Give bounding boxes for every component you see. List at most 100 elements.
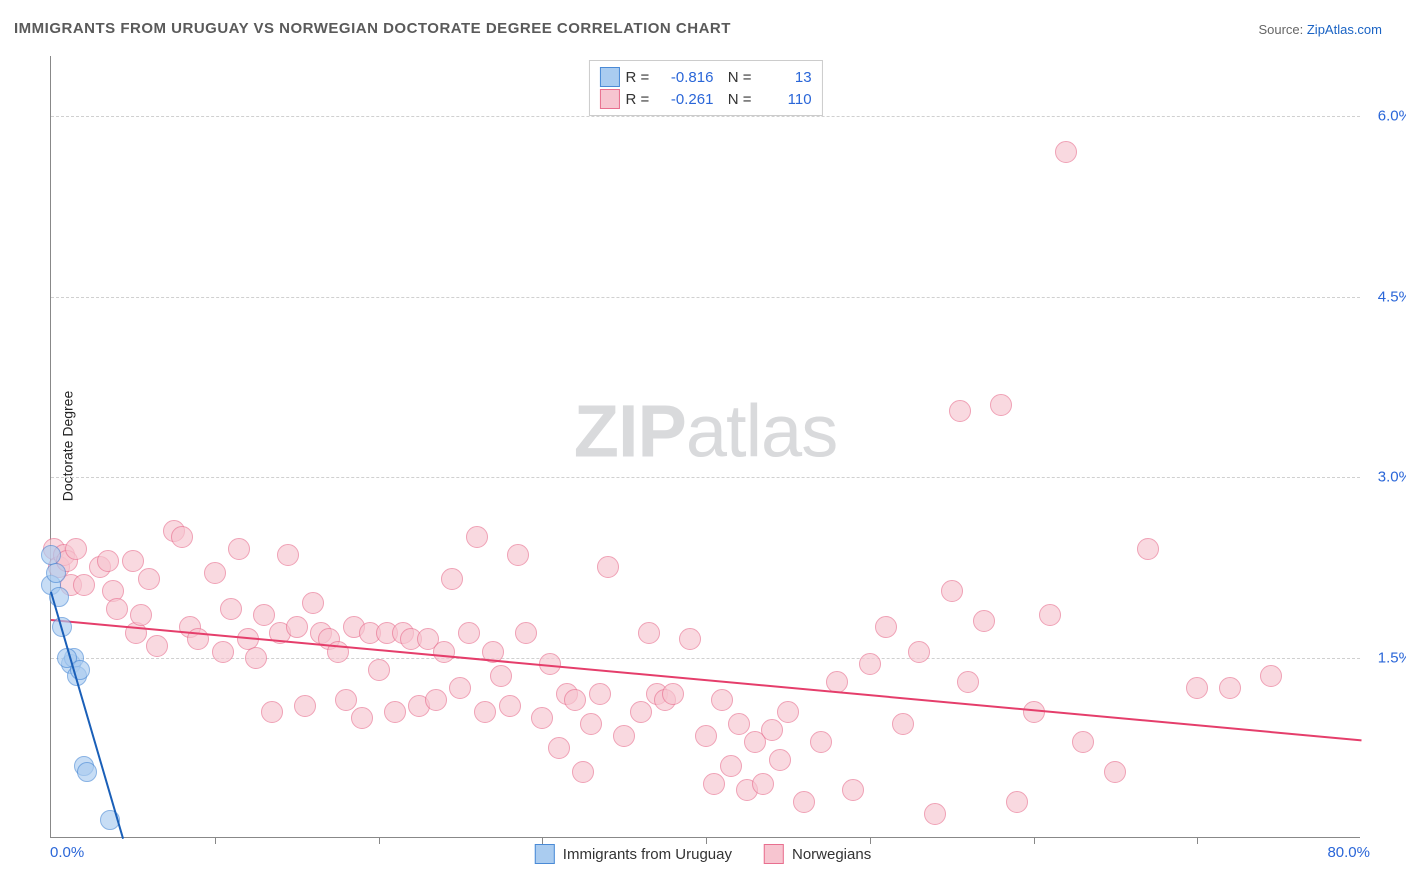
scatter-point-norwegians bbox=[441, 568, 463, 590]
source-prefix: Source: bbox=[1258, 22, 1306, 37]
scatter-point-norwegians bbox=[253, 604, 275, 626]
scatter-point-norwegians bbox=[368, 659, 390, 681]
scatter-point-norwegians bbox=[793, 791, 815, 813]
regression-line-norwegians bbox=[51, 619, 1361, 741]
y-tick-label: 6.0% bbox=[1366, 108, 1406, 125]
scatter-point-norwegians bbox=[1260, 665, 1282, 687]
scatter-point-norwegians bbox=[449, 677, 471, 699]
scatter-point-norwegians bbox=[769, 749, 791, 771]
stat-label: R = bbox=[625, 69, 653, 86]
legend-item-uruguay: Immigrants from Uruguay bbox=[535, 844, 732, 864]
x-tick bbox=[542, 837, 543, 844]
scatter-point-norwegians bbox=[720, 755, 742, 777]
x-tick bbox=[706, 837, 707, 844]
scatter-point-norwegians bbox=[826, 671, 848, 693]
scatter-point-norwegians bbox=[728, 713, 750, 735]
scatter-point-norwegians bbox=[490, 665, 512, 687]
scatter-point-norwegians bbox=[351, 707, 373, 729]
gridline-h bbox=[51, 116, 1360, 117]
watermark: ZIPatlas bbox=[574, 388, 837, 473]
scatter-point-norwegians bbox=[515, 622, 537, 644]
scatter-point-norwegians bbox=[589, 683, 611, 705]
scatter-point-norwegians bbox=[507, 544, 529, 566]
r-value-uruguay: -0.816 bbox=[659, 69, 713, 86]
scatter-point-norwegians bbox=[245, 647, 267, 669]
gridline-h bbox=[51, 297, 1360, 298]
scatter-point-norwegians bbox=[1039, 604, 1061, 626]
scatter-point-norwegians bbox=[695, 725, 717, 747]
r-value-norwegians: -0.261 bbox=[659, 91, 713, 108]
scatter-plot-area: ZIPatlas R = -0.816 N = 13 R = -0.261 N … bbox=[50, 56, 1360, 838]
scatter-point-norwegians bbox=[638, 622, 660, 644]
scatter-point-norwegians bbox=[752, 773, 774, 795]
scatter-point-norwegians bbox=[97, 550, 119, 572]
scatter-point-norwegians bbox=[130, 604, 152, 626]
legend-item-norwegians: Norwegians bbox=[764, 844, 871, 864]
stat-label: R = bbox=[625, 91, 653, 108]
n-value-uruguay: 13 bbox=[758, 69, 812, 86]
scatter-point-norwegians bbox=[679, 628, 701, 650]
scatter-point-norwegians bbox=[908, 641, 930, 663]
scatter-point-norwegians bbox=[711, 689, 733, 711]
scatter-point-norwegians bbox=[220, 598, 242, 620]
scatter-point-norwegians bbox=[499, 695, 521, 717]
scatter-point-norwegians bbox=[1006, 791, 1028, 813]
scatter-point-norwegians bbox=[859, 653, 881, 675]
y-tick-label: 4.5% bbox=[1366, 288, 1406, 305]
regression-line-uruguay bbox=[50, 592, 124, 839]
scatter-point-uruguay bbox=[46, 563, 66, 583]
scatter-point-uruguay bbox=[41, 545, 61, 565]
scatter-point-norwegians bbox=[761, 719, 783, 741]
scatter-point-norwegians bbox=[630, 701, 652, 723]
scatter-point-norwegians bbox=[613, 725, 635, 747]
scatter-point-norwegians bbox=[228, 538, 250, 560]
x-tick bbox=[215, 837, 216, 844]
scatter-point-norwegians bbox=[1104, 761, 1126, 783]
scatter-point-norwegians bbox=[1055, 141, 1077, 163]
correlation-stats-box: R = -0.816 N = 13 R = -0.261 N = 110 bbox=[588, 60, 822, 116]
scatter-point-norwegians bbox=[302, 592, 324, 614]
x-tick bbox=[870, 837, 871, 844]
x-tick bbox=[1034, 837, 1035, 844]
stat-label: N = bbox=[719, 69, 751, 86]
swatch-norwegians bbox=[599, 89, 619, 109]
x-tick bbox=[379, 837, 380, 844]
watermark-rest: atlas bbox=[686, 389, 837, 472]
chart-title: IMMIGRANTS FROM URUGUAY VS NORWEGIAN DOC… bbox=[14, 20, 731, 37]
scatter-point-norwegians bbox=[703, 773, 725, 795]
scatter-point-norwegians bbox=[65, 538, 87, 560]
y-tick-label: 1.5% bbox=[1366, 649, 1406, 666]
scatter-point-norwegians bbox=[286, 616, 308, 638]
swatch-uruguay bbox=[599, 67, 619, 87]
scatter-point-norwegians bbox=[1219, 677, 1241, 699]
scatter-point-norwegians bbox=[941, 580, 963, 602]
scatter-point-norwegians bbox=[842, 779, 864, 801]
scatter-point-norwegians bbox=[466, 526, 488, 548]
scatter-point-norwegians bbox=[294, 695, 316, 717]
scatter-point-norwegians bbox=[106, 598, 128, 620]
source-attribution: Source: ZipAtlas.com bbox=[1258, 22, 1382, 37]
scatter-point-norwegians bbox=[973, 610, 995, 632]
n-value-norwegians: 110 bbox=[758, 91, 812, 108]
scatter-point-norwegians bbox=[548, 737, 570, 759]
stats-row-uruguay: R = -0.816 N = 13 bbox=[599, 67, 811, 87]
scatter-point-norwegians bbox=[572, 761, 594, 783]
scatter-point-norwegians bbox=[892, 713, 914, 735]
x-axis-min-label: 0.0% bbox=[50, 844, 84, 861]
scatter-point-norwegians bbox=[425, 689, 447, 711]
x-axis-max-label: 80.0% bbox=[1327, 844, 1370, 861]
gridline-h bbox=[51, 477, 1360, 478]
source-link[interactable]: ZipAtlas.com bbox=[1307, 22, 1382, 37]
scatter-point-norwegians bbox=[597, 556, 619, 578]
y-tick-label: 3.0% bbox=[1366, 469, 1406, 486]
bottom-legend: Immigrants from Uruguay Norwegians bbox=[535, 844, 871, 864]
x-tick bbox=[1197, 837, 1198, 844]
scatter-point-norwegians bbox=[458, 622, 480, 644]
scatter-point-norwegians bbox=[949, 400, 971, 422]
scatter-point-norwegians bbox=[277, 544, 299, 566]
scatter-point-norwegians bbox=[171, 526, 193, 548]
scatter-point-norwegians bbox=[662, 683, 684, 705]
scatter-point-norwegians bbox=[957, 671, 979, 693]
scatter-point-norwegians bbox=[204, 562, 226, 584]
scatter-point-norwegians bbox=[384, 701, 406, 723]
